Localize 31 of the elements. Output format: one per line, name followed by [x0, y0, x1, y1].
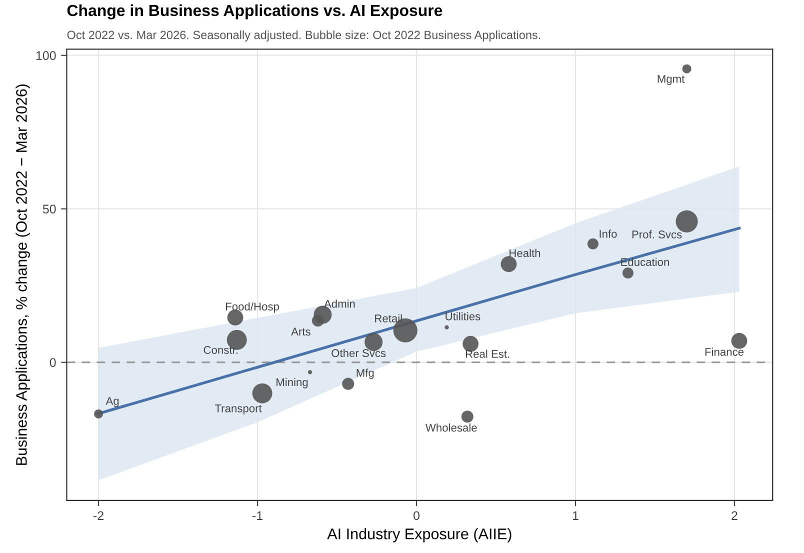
- annotation: Other Svcs: [332, 348, 386, 358]
- annotation: Wholesale: [425, 423, 477, 432]
- annotation: Retail: [375, 314, 402, 322]
- x-tick-label: 0: [414, 511, 420, 520]
- annotation: Constr.: [204, 346, 238, 354]
- annotation: Info: [600, 230, 617, 238]
- annotation: Transport: [214, 404, 262, 415]
- chart-subtitle: Oct 2022 vs. Mar 2026. Seasonally adjusted. Bubble size: Oct 2022 Business Applications.: [67, 30, 540, 42]
- annotation: Education: [621, 258, 669, 266]
- y-tick-label: 100: [36, 51, 56, 60]
- annotation: Mfg: [356, 368, 374, 379]
- y-tick-label: 50: [42, 204, 56, 214]
- annotation: Ag: [106, 397, 119, 408]
- annotation: Mgmt: [658, 75, 685, 86]
- x-tick-label: 2: [732, 511, 738, 520]
- x-tick-label: -1: [252, 511, 262, 520]
- x-tick-label: -2: [94, 511, 104, 520]
- y-axis-title: Business Applications, % change (Oct 2022 − Mar 2026): [16, 84, 30, 465]
- annotation: Prof. Svcs: [632, 230, 682, 238]
- x-tick-label: 1: [572, 511, 578, 520]
- y-tick-label: 0: [50, 358, 56, 367]
- annotation: Utilities: [446, 312, 480, 320]
- chart-title: Change in Business Applications vs. AI Exposure: [67, 4, 442, 20]
- x-axis-title: AI Industry Exposure (AIIE): [327, 528, 512, 542]
- annotation: Finance: [705, 348, 744, 356]
- annotation: Mining: [276, 378, 308, 388]
- annotation: Admin: [324, 300, 355, 308]
- annotation: Arts: [291, 328, 310, 336]
- annotation: Food/Hosp: [226, 302, 279, 313]
- annotation: Health: [510, 248, 540, 258]
- annotation: Real Est.: [466, 350, 510, 358]
